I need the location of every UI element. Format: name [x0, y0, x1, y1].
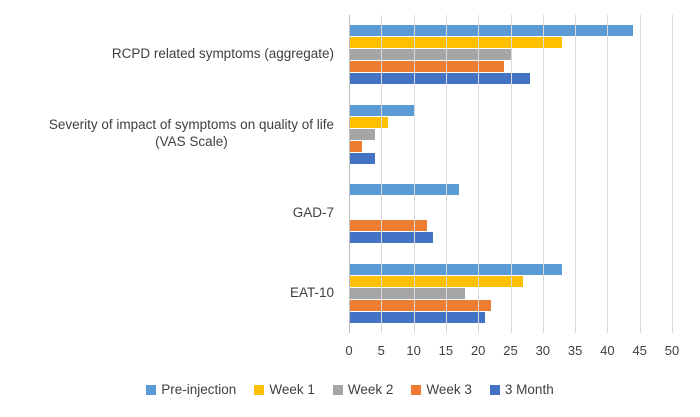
bar-week-3	[349, 220, 427, 232]
gridline-5	[381, 15, 383, 333]
legend-swatch-3-month	[489, 384, 500, 395]
x-tick-label-45: 45	[632, 343, 647, 358]
legend-item-3-month: 3 Month	[489, 382, 554, 397]
bar-week-2	[349, 287, 466, 299]
gridline-20	[478, 15, 480, 333]
legend-item-pre-injection: Pre-injection	[146, 382, 236, 397]
x-tick-label-0: 0	[345, 343, 353, 358]
x-axis: 0 5 10 15 20 25 30 35 40 45 50	[345, 343, 679, 359]
bar-week-1	[349, 116, 388, 128]
bar-week-3	[349, 61, 505, 73]
gridline-15	[445, 15, 447, 333]
x-tick-label-15: 15	[438, 343, 454, 358]
legend-label-3-month: 3 Month	[504, 382, 554, 397]
bar-week-2	[349, 128, 375, 140]
x-tick-label-40: 40	[600, 343, 615, 358]
legend-label-week-2: Week 2	[347, 382, 394, 397]
gridline-35	[575, 15, 577, 333]
x-tick-label-20: 20	[470, 343, 486, 358]
category-labels: RCPD related symptoms (aggregate) Severit…	[0, 15, 349, 333]
bar-week-3	[349, 140, 362, 152]
x-tick-label-50: 50	[664, 343, 680, 358]
bar-pre-injection	[349, 263, 563, 275]
category-label-text: Severity of impact of symptoms on qualit…	[48, 117, 334, 150]
gridline-45	[639, 15, 641, 333]
category-label-severity-of-impact-of-symptoms-on-quality-of-life-vas-scale: Severity of impact of symptoms on qualit…	[0, 95, 349, 175]
legend-swatch-week-2	[332, 384, 343, 395]
gridline-25	[510, 15, 512, 333]
bar-3-month	[349, 152, 375, 164]
legend-label-pre-injection: Pre-injection	[161, 382, 237, 397]
bar-3-month	[349, 73, 530, 85]
plot-area	[349, 15, 673, 333]
bar-pre-injection	[349, 25, 634, 37]
category-label-text: RCPD related symptoms (aggregate)	[111, 46, 334, 62]
x-tick-label-5: 5	[377, 343, 385, 358]
plot-wrap: RCPD related symptoms (aggregate) Severit…	[0, 15, 700, 333]
x-tick-label-30: 30	[535, 343, 551, 358]
bar-week-1	[349, 275, 524, 287]
bar-group-eat-10	[349, 254, 672, 334]
gridline-30	[542, 15, 544, 333]
bar-week-1	[349, 37, 563, 49]
category-label-text: EAT-10	[289, 284, 334, 300]
bar-group-rcpd-related-symptoms-aggregate	[349, 15, 672, 95]
gridline-40	[607, 15, 609, 333]
bar-pre-injection	[349, 184, 459, 196]
category-label-gad-7: GAD-7	[0, 174, 349, 254]
legend: Pre-injection Week 1 Week 2 Week 3 3 Month	[0, 382, 700, 397]
x-tick-label-25: 25	[503, 343, 518, 358]
legend-item-week-2: Week 2	[332, 382, 394, 397]
legend-item-week-3: Week 3	[411, 382, 472, 397]
legend-item-week-1: Week 1	[254, 382, 315, 397]
legend-swatch-week-3	[411, 384, 422, 395]
bar-3-month	[349, 232, 433, 244]
bar-week-3	[349, 299, 492, 311]
x-tick-label-35: 35	[567, 343, 583, 358]
bar-week-2	[349, 49, 511, 61]
gridline-50	[672, 15, 673, 333]
bar-group-gad-7	[349, 174, 672, 254]
bar-3-month	[349, 311, 485, 323]
y-axis-line	[349, 15, 350, 333]
legend-swatch-pre-injection	[146, 384, 157, 395]
category-label-rcpd-related-symptoms-aggregate: RCPD related symptoms (aggregate)	[0, 15, 349, 95]
legend-swatch-week-1	[254, 384, 265, 395]
legend-label-week-1: Week 1	[269, 382, 315, 397]
legend-label-week-3: Week 3	[426, 382, 472, 397]
bar-groups	[349, 15, 672, 333]
category-label-eat-10: EAT-10	[0, 254, 349, 334]
gridline-10	[413, 15, 415, 333]
category-label-text: GAD-7	[292, 205, 334, 221]
x-tick-label-10: 10	[406, 343, 421, 358]
